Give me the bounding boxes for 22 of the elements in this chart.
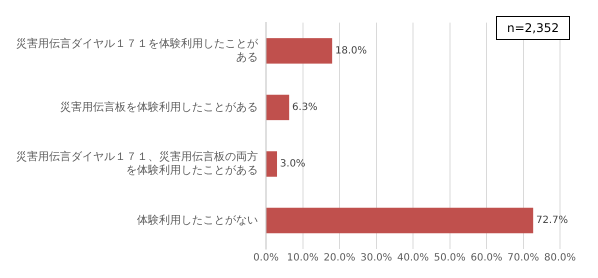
x-tick-label: 20.0% <box>324 252 356 264</box>
bar <box>266 38 332 64</box>
bar <box>266 208 534 234</box>
data-label: 72.7% <box>536 215 568 226</box>
bar <box>266 94 290 120</box>
annotation: n=2,352 <box>496 16 570 40</box>
x-tick-label: 30.0% <box>360 252 392 264</box>
x-tick-label: 60.0% <box>470 252 502 264</box>
x-tick-label: 80.0% <box>544 252 576 264</box>
y-tick-label: 体験利用したことがない <box>137 213 258 226</box>
x-tick-label: 50.0% <box>434 252 466 264</box>
x-tick-label: 0.0% <box>253 252 279 264</box>
y-tick-label: 災害用伝言ダイヤル１７１を体験利用したことがある <box>16 37 259 64</box>
x-tick-label: 10.0% <box>286 252 319 264</box>
x-tick-label: 70.0% <box>507 252 540 264</box>
y-tick-label: 災害用伝言板を体験利用したことがある <box>60 100 258 114</box>
data-label: 6.3% <box>292 102 318 114</box>
bar <box>266 151 278 177</box>
y-tick-label: 災害用伝言ダイヤル１７１、災害用伝言板の両方を体験利用したことがある <box>16 150 258 176</box>
data-label: 3.0% <box>280 158 306 170</box>
x-tick-label: 40.0% <box>397 252 429 264</box>
data-label: 18.0% <box>335 45 367 56</box>
